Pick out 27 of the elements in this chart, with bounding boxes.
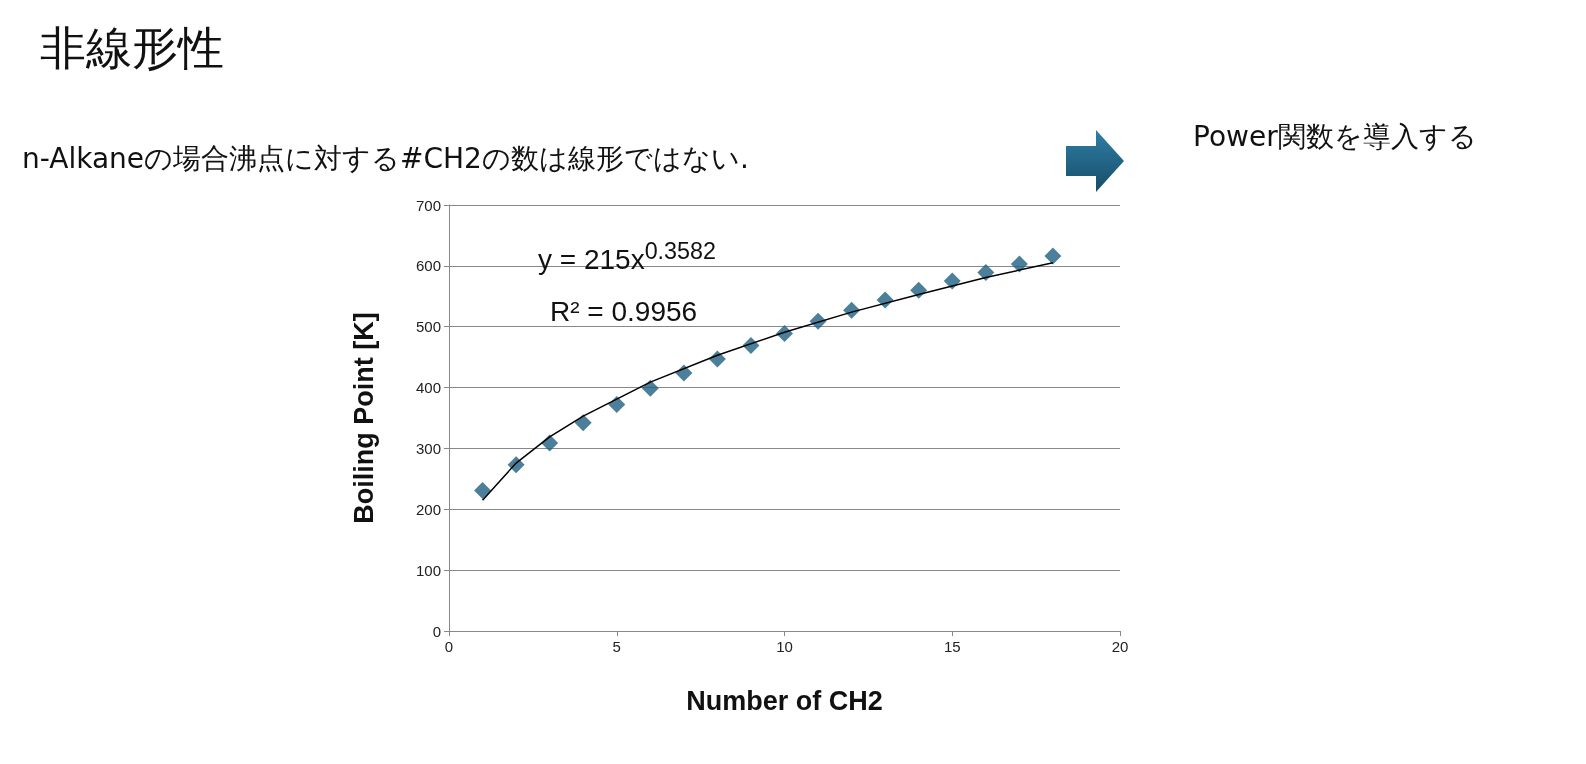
y-tick-label: 400 bbox=[415, 379, 441, 397]
y-tick-label: 100 bbox=[415, 561, 441, 579]
point bbox=[1044, 247, 1062, 265]
point bbox=[574, 414, 592, 432]
x-tick-label: 20 bbox=[1111, 638, 1129, 655]
y-tick-label: 300 bbox=[415, 439, 441, 457]
point bbox=[474, 481, 492, 499]
annotation: y = 215x$^{0.3582}$ bbox=[538, 238, 716, 277]
point bbox=[641, 379, 659, 397]
y-tick-label: 0 bbox=[432, 622, 441, 640]
x-tick-label: 10 bbox=[776, 638, 793, 655]
point bbox=[977, 264, 995, 282]
x-tick-label: 15 bbox=[943, 638, 961, 655]
annotation: R² = 0.9956 bbox=[550, 296, 698, 328]
y-tick-label: 500 bbox=[415, 318, 441, 336]
y-tick-label: 200 bbox=[415, 500, 441, 518]
point bbox=[1010, 255, 1028, 273]
y-axis-title: Boiling Point [K] bbox=[348, 312, 379, 524]
x-tick-label: 0 bbox=[444, 638, 454, 655]
y-tick-label: 600 bbox=[415, 257, 441, 275]
text: Power関数を導入する bbox=[1193, 119, 1477, 155]
x-axis-title: Number of CH2 bbox=[686, 685, 883, 716]
chart-title: 非線形性 bbox=[40, 20, 224, 77]
y-tick-label: 700 bbox=[415, 196, 441, 214]
x-tick-label: 5 bbox=[612, 638, 621, 655]
chart-subtitle: n-Alkaneの場合沸点に対する#CH2の数は線形ではない. bbox=[22, 141, 749, 177]
point bbox=[943, 272, 961, 290]
